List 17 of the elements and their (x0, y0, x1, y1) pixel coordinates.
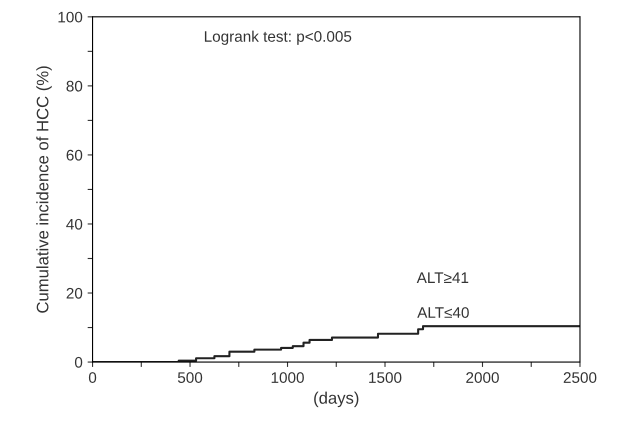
x-tick-label: 1500 (369, 372, 402, 384)
x-tick-label: 1000 (272, 372, 304, 384)
annotation: ALT≥41 (416, 272, 468, 283)
annotation: Logrank test: p<0.005 (204, 30, 352, 45)
y-tick-label: 80 (66, 80, 82, 92)
series-label: ALT≤40 (417, 307, 469, 318)
x-tick-label: 2500 (564, 372, 596, 384)
y-tick-label: 100 (58, 12, 82, 23)
x-tick-label: 500 (178, 372, 202, 384)
y-axis-title: Cumulative incidence of HCC (%) (36, 66, 52, 313)
y-tick-label: 0 (74, 356, 82, 368)
y-tick-label: 60 (66, 150, 82, 161)
y-tick-label: 20 (66, 288, 82, 299)
x-tick-label: 0 (88, 372, 96, 384)
x-axis-title: (days) (314, 392, 358, 408)
y-tick-label: 40 (66, 218, 82, 230)
x-tick-label: 2000 (466, 372, 499, 384)
